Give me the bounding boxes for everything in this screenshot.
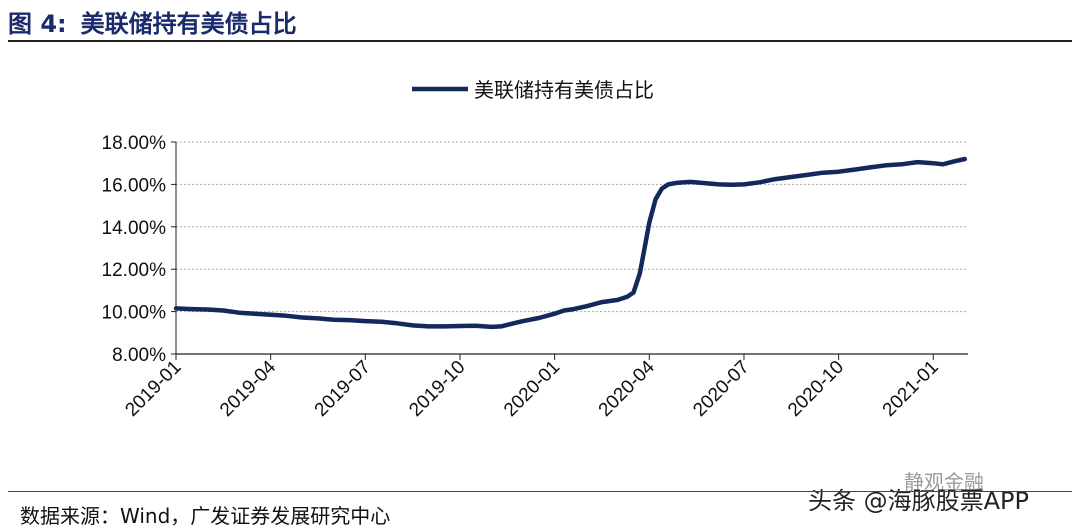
series-line — [173, 156, 968, 330]
y-tick-label: 16.00% — [102, 175, 167, 196]
watermark-bottom: 头条 @海豚股票APP — [808, 487, 1029, 515]
figure-title-text: 美联储持有美债占比 — [80, 10, 297, 38]
y-tick-label: 18.00% — [102, 133, 167, 154]
data-source: 数据来源：Wind，广发证券发展研究中心 — [20, 504, 391, 528]
x-tick-label: 2019-04 — [216, 356, 280, 420]
x-tick-label: 2020-10 — [784, 357, 848, 421]
x-tick-label: 2019-01 — [121, 357, 185, 421]
x-tick-label: 2019-10 — [405, 357, 469, 421]
y-tick-label: 14.00% — [102, 218, 167, 239]
y-tick-label: 8.00% — [112, 345, 166, 366]
y-tick-label: 10.00% — [102, 303, 167, 324]
x-tick-label: 2020-07 — [689, 357, 753, 421]
x-tick-label: 2020-04 — [595, 356, 659, 420]
y-tick-label: 12.00% — [102, 260, 167, 281]
legend-label: 美联储持有美债占比 — [474, 78, 654, 102]
x-tick-label: 2021-01 — [879, 357, 943, 421]
x-tick-label: 2019-07 — [311, 357, 375, 421]
figure-label: 图 4: — [8, 10, 67, 38]
x-tick-label: 2020-01 — [500, 357, 564, 421]
figure-title: 图 4: 美联储持有美债占比 — [8, 4, 297, 39]
watermark-top: 静观金融 — [904, 470, 984, 494]
title-divider — [8, 40, 1072, 42]
footer-divider — [8, 491, 1072, 492]
